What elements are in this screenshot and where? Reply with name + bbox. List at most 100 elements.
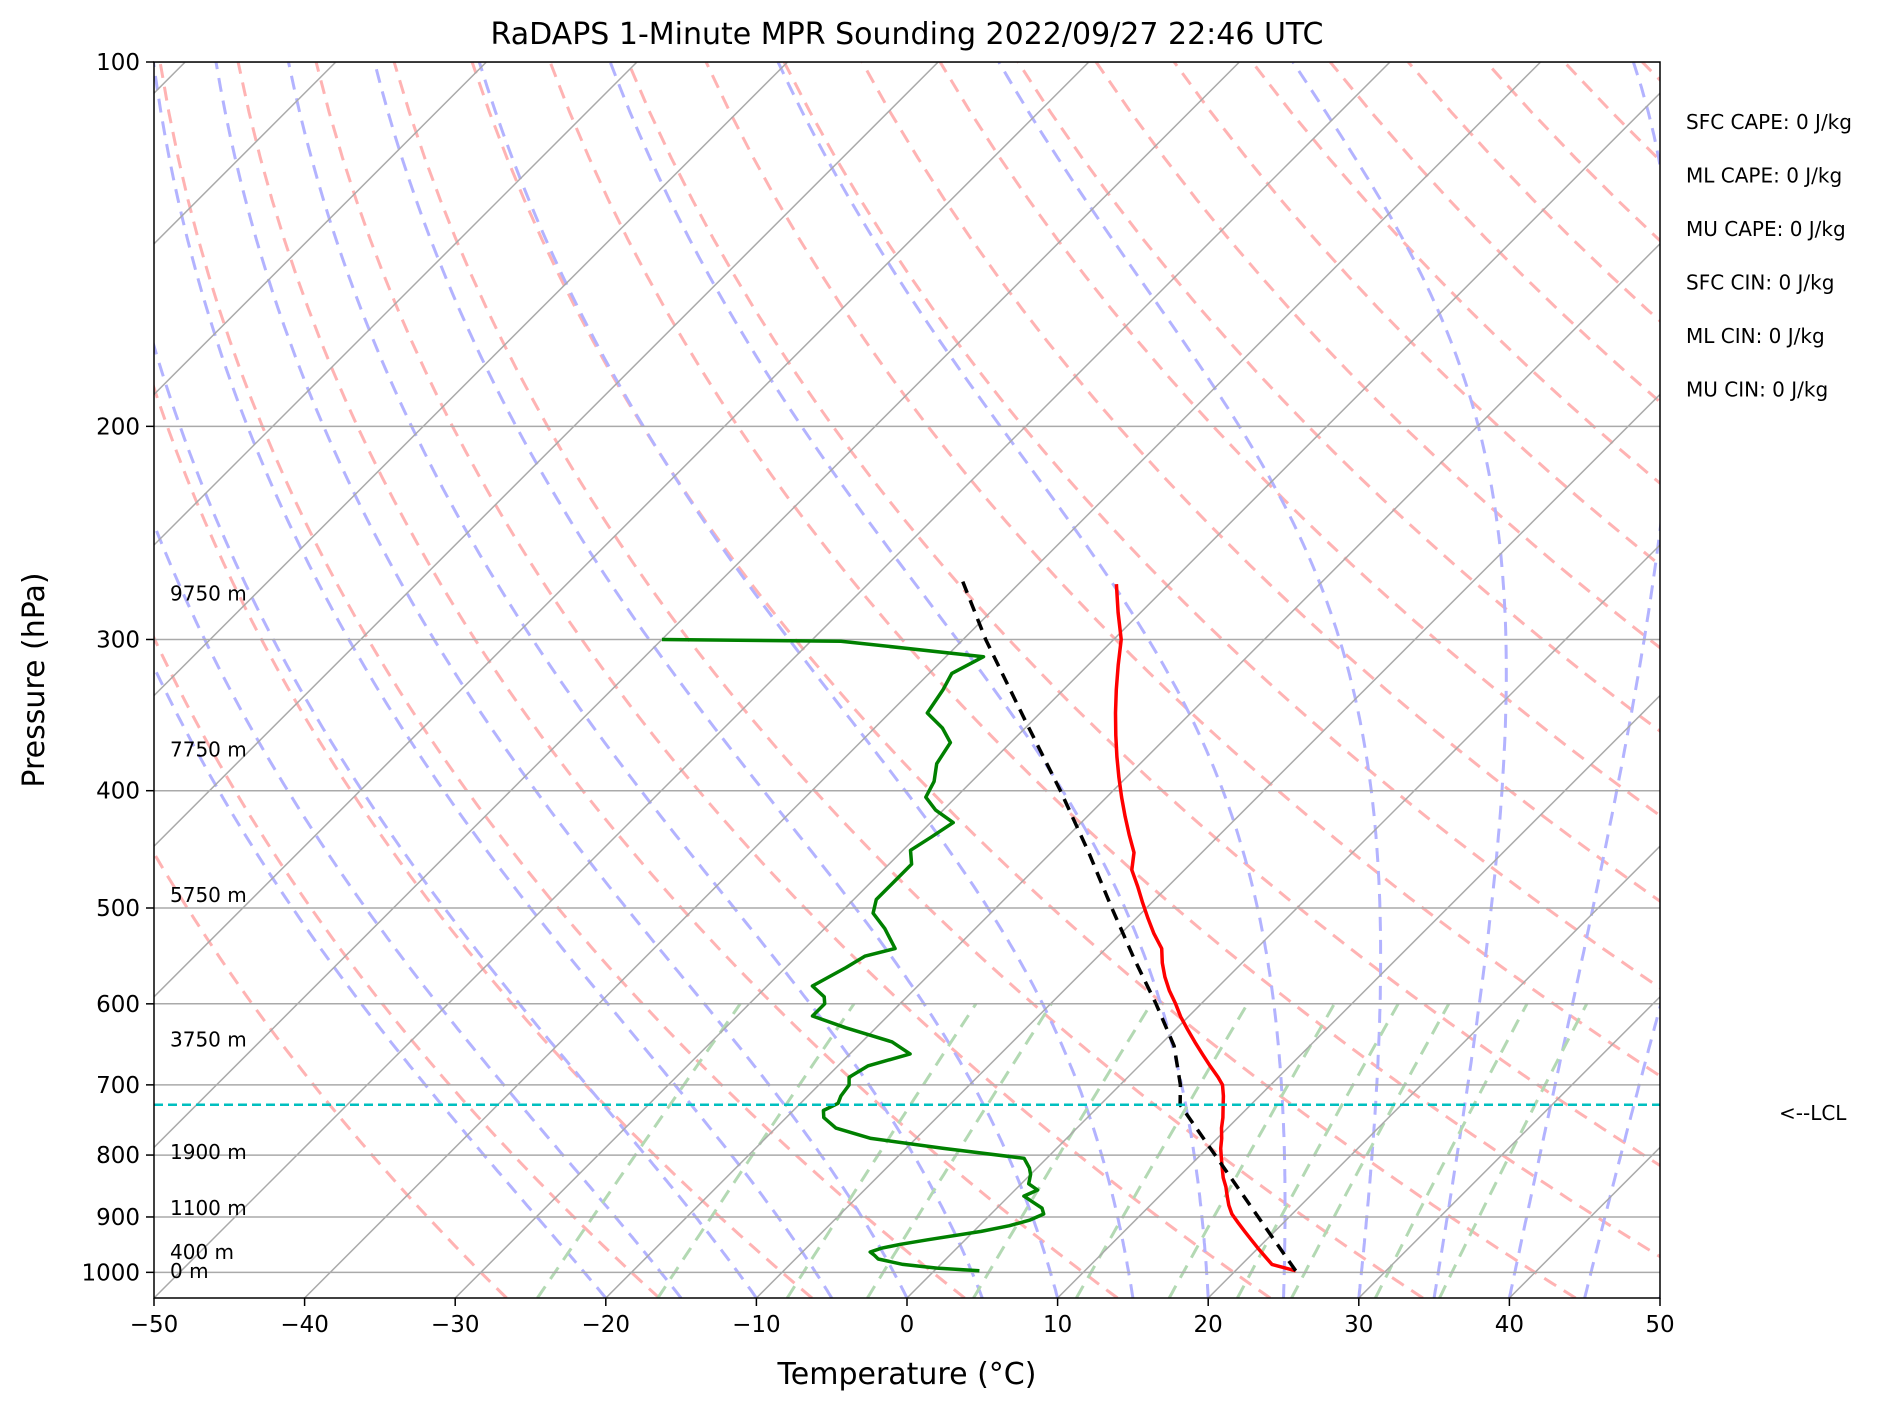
isotherm-line [154, 62, 789, 697]
temperature-trace [1113, 583, 1297, 1273]
y-tick-label: 100 [96, 50, 140, 76]
dry-adiabat-line [236, 62, 1119, 1298]
mixing-ratio-line [972, 1003, 1153, 1298]
stability-index: MU CAPE: 0 J/kg [1686, 217, 1846, 241]
dry-adiabat-line [860, 62, 1660, 903]
y-tick-label: 800 [96, 1143, 140, 1169]
x-tick-label: −30 [431, 1312, 480, 1338]
parcel-trace [960, 579, 1298, 1272]
isotherm-line [304, 62, 1542, 1298]
x-axis-label: Temperature (°C) [777, 1357, 1037, 1392]
isotherm-line [154, 62, 1090, 998]
dry-adiabat-line [1172, 62, 1660, 568]
isotherm-line [454, 92, 1660, 1298]
isotherm-line [1057, 694, 1660, 1298]
x-tick-label: 10 [1043, 1312, 1072, 1338]
dry-adiabat-line [1094, 62, 1660, 650]
isotherm-line [906, 543, 1660, 1298]
isotherm-line [1659, 1296, 1660, 1298]
y-tick-label: 300 [96, 627, 140, 653]
mixing-ratio-line [1374, 1003, 1529, 1298]
height-label: 0 m [170, 1259, 209, 1283]
lcl-label: <--LCL [1779, 1101, 1847, 1125]
x-tick-label: 30 [1344, 1312, 1373, 1338]
moist-adiabat-line [776, 62, 1287, 1298]
moist-adiabat-line [287, 62, 984, 1298]
moist-adiabats [154, 62, 1660, 1298]
plot-area [154, 62, 1660, 1298]
isotherm-line [154, 62, 1240, 1149]
dry-adiabat-line [626, 62, 1660, 1168]
mixing-ratio-line [656, 1002, 856, 1298]
stability-index: ML CAPE: 0 J/kg [1686, 164, 1842, 188]
isotherm-line [154, 62, 638, 547]
mixing-ratio-lines [536, 1002, 1589, 1298]
mixing-ratio-line [785, 1002, 978, 1298]
x-tick-label: 20 [1194, 1312, 1223, 1338]
stability-indices: SFC CAPE: 0 J/kg ML CAPE: 0 J/kg MU CAPE: … [1686, 110, 1852, 402]
stability-index: MU CIN: 0 J/kg [1686, 378, 1828, 402]
dry-adiabat-line [938, 62, 1660, 818]
isotherm-line [755, 393, 1660, 1298]
mixing-ratio-line [536, 1002, 742, 1298]
moist-adiabat-line [1507, 62, 1660, 1298]
x-tick-label: 40 [1495, 1312, 1524, 1338]
dewpoint-trace [661, 637, 1046, 1273]
sounding-traces [154, 579, 1660, 1273]
y-tick-label: 900 [96, 1205, 140, 1231]
dry-adiabat-line [314, 62, 1272, 1298]
y-axis-ticks: 100 200 300 400 500 600 700 800 900 1000 [81, 50, 154, 1286]
height-label: 400 m [170, 1240, 234, 1264]
x-axis-ticks: −50 −40 −30 −20 −10 0 10 20 30 40 50 [130, 1298, 1675, 1338]
y-axis-label: Pressure (hPa) [17, 572, 52, 787]
height-label: 3750 m [170, 1027, 247, 1051]
y-tick-label: 500 [96, 896, 140, 922]
moist-adiabat-line [154, 663, 607, 1298]
isotherm-line [154, 62, 487, 396]
isotherm-line [605, 242, 1660, 1298]
moist-adiabat-line [1291, 62, 1508, 1298]
dry-adiabat-line [470, 62, 1577, 1298]
stability-index: ML CIN: 0 J/kg [1686, 324, 1825, 348]
height-label: 1100 m [170, 1196, 247, 1220]
height-label: 1900 m [170, 1140, 247, 1164]
height-label: 7750 m [170, 738, 247, 762]
stability-index: SFC CIN: 0 J/kg [1686, 271, 1834, 295]
y-tick-label: 600 [96, 992, 140, 1018]
dry-adiabat-line [158, 62, 966, 1298]
mixing-ratio-line [1075, 1003, 1249, 1298]
moist-adiabat-line [608, 62, 1210, 1298]
dry-adiabat-line [154, 850, 508, 1298]
y-tick-label: 400 [96, 779, 140, 805]
dry-adiabat-line [154, 634, 661, 1298]
chart-title: RaDAPS 1-Minute MPR Sounding 2022/09/27 … [491, 17, 1324, 52]
y-tick-label: 1000 [81, 1260, 140, 1286]
mixing-ratio-line [1438, 1003, 1589, 1298]
moist-adiabat-line [997, 62, 1383, 1298]
isotherm-line [154, 62, 939, 848]
moist-adiabat-line [477, 62, 1135, 1298]
x-tick-label: 0 [900, 1312, 915, 1338]
dry-adiabat-line [548, 62, 1660, 1259]
mixing-ratio-line [1167, 1003, 1336, 1298]
moist-adiabat-line [154, 62, 833, 1298]
height-labels: 9750 m 7750 m 5750 m 3750 m 1900 m 1100 m 400 … [170, 582, 247, 1283]
x-tick-label: 50 [1645, 1312, 1674, 1338]
moist-adiabat-line [214, 62, 909, 1298]
x-tick-label: −40 [280, 1312, 329, 1338]
x-tick-label: −50 [130, 1312, 179, 1338]
moist-adiabat-line [373, 62, 1060, 1298]
mixing-ratio-line [1236, 1003, 1400, 1298]
moist-adiabat-line [1658, 1292, 1660, 1298]
stability-index: SFC CAPE: 0 J/kg [1686, 110, 1852, 134]
dry-adiabat-line [1016, 62, 1660, 733]
height-label: 9750 m [170, 582, 247, 606]
moist-adiabat-line [154, 340, 758, 1298]
height-label: 5750 m [170, 883, 247, 907]
x-tick-label: −10 [732, 1312, 781, 1338]
moist-adiabat-line [154, 520, 683, 1298]
y-tick-label: 700 [96, 1073, 140, 1099]
isotherms [154, 62, 1660, 1298]
mixing-ratio-line [1290, 1003, 1451, 1298]
